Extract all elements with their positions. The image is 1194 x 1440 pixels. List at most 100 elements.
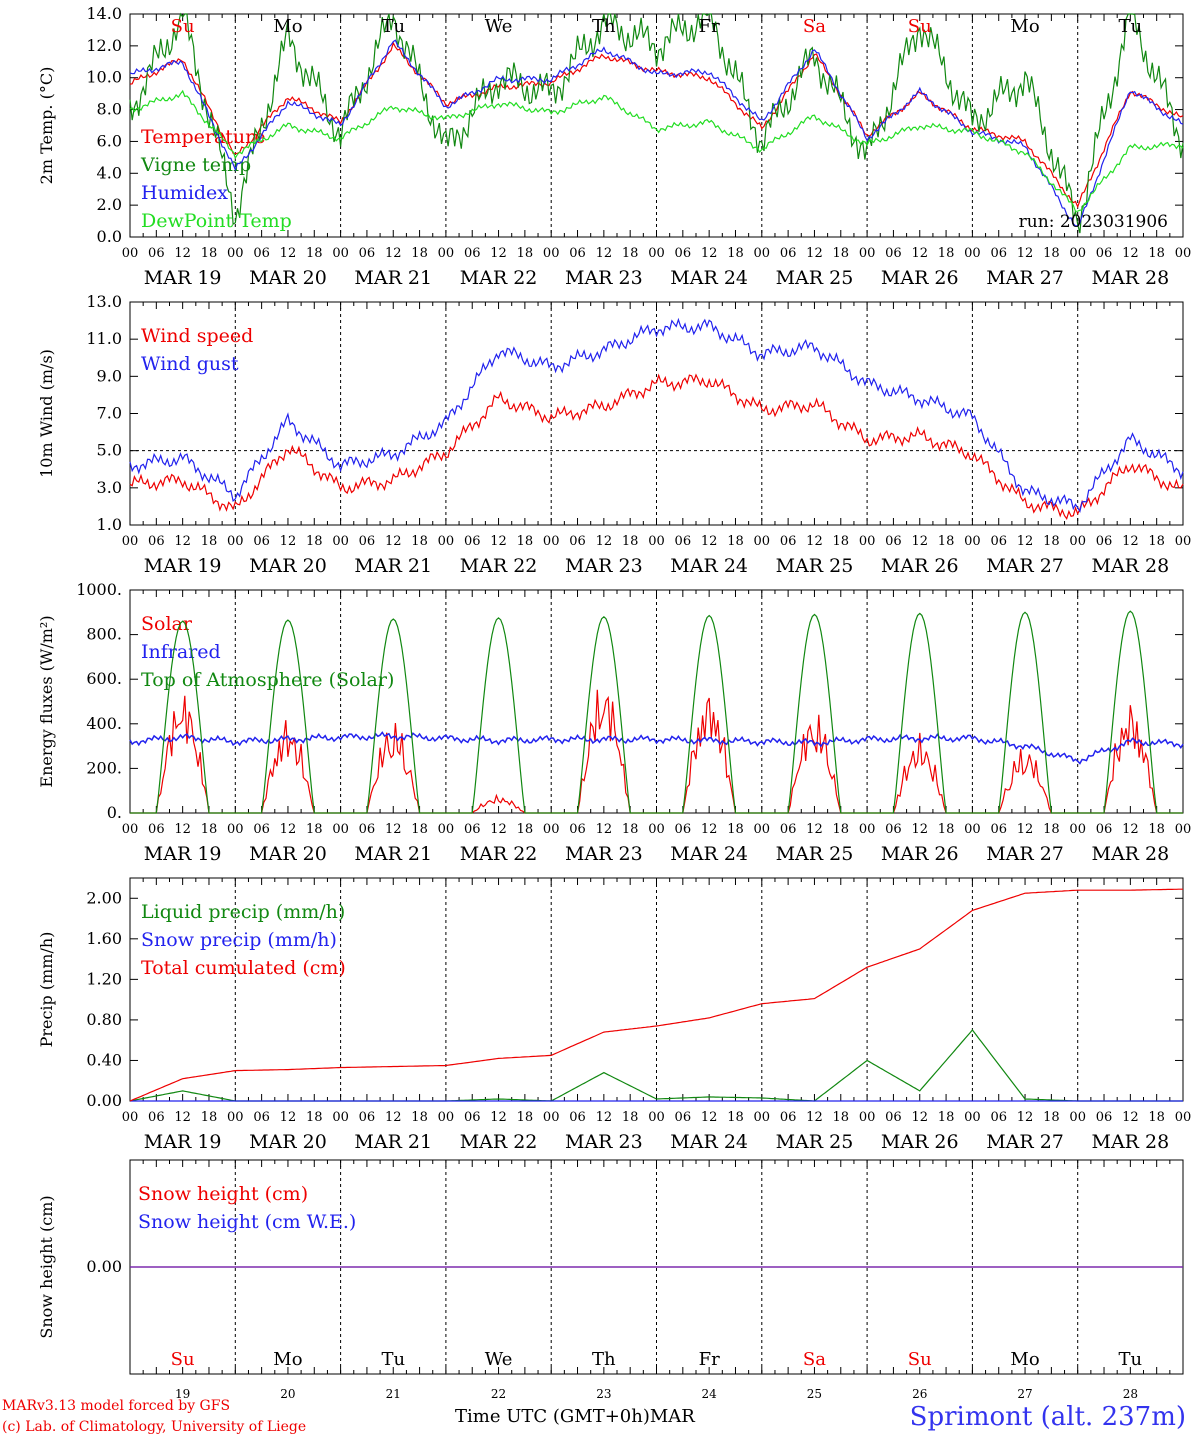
hour-label: 12 bbox=[280, 1110, 297, 1125]
hour-label: 18 bbox=[306, 822, 323, 837]
hour-label: 18 bbox=[1148, 534, 1165, 549]
date-label: MAR 26 bbox=[881, 555, 959, 577]
y-tick-label: 13.0 bbox=[86, 292, 122, 311]
date-label: MAR 25 bbox=[776, 843, 854, 865]
hour-label: 12 bbox=[1122, 534, 1139, 549]
hour-label: 18 bbox=[1148, 246, 1165, 261]
hour-label: 06 bbox=[253, 534, 270, 549]
hour-label: 06 bbox=[569, 822, 586, 837]
hour-label: 06 bbox=[780, 1110, 797, 1125]
hour-label: 06 bbox=[359, 246, 376, 261]
hour-label: 00 bbox=[438, 822, 455, 837]
legend-entry: Temperature bbox=[141, 126, 265, 148]
hour-label: 00 bbox=[648, 822, 665, 837]
hour-label: 06 bbox=[885, 822, 902, 837]
date-label: MAR 22 bbox=[460, 843, 538, 865]
date-label: MAR 25 bbox=[776, 1131, 854, 1153]
model-credit: MARv3.13 model forced by GFS bbox=[2, 1398, 231, 1414]
hour-label: 18 bbox=[517, 822, 534, 837]
date-label: MAR 24 bbox=[670, 843, 748, 865]
hour-label: 18 bbox=[1043, 822, 1060, 837]
hour-label: 06 bbox=[148, 246, 165, 261]
hour-label: 18 bbox=[938, 1110, 955, 1125]
hour-label: 00 bbox=[648, 246, 665, 261]
hour-label: 00 bbox=[227, 246, 244, 261]
hour-label: 12 bbox=[911, 1110, 928, 1125]
hour-label: 06 bbox=[359, 822, 376, 837]
legend-entry: Infrared bbox=[141, 641, 221, 663]
hour-label: 00 bbox=[859, 246, 876, 261]
y-axis-label: Snow height (cm) bbox=[37, 1195, 56, 1338]
hour-label: 12 bbox=[490, 822, 507, 837]
hour-label: 00 bbox=[754, 246, 771, 261]
hour-label: 12 bbox=[911, 246, 928, 261]
weekday-label: Su bbox=[171, 16, 195, 37]
hour-label: 00 bbox=[543, 1110, 560, 1125]
series-line-temperature bbox=[129, 41, 1184, 209]
y-axis-label: Energy fluxes (W/m²) bbox=[37, 615, 56, 787]
weekday-label: Sa bbox=[803, 16, 826, 37]
hour-label: 00 bbox=[332, 1110, 349, 1125]
hour-label: 06 bbox=[464, 822, 481, 837]
hour-label: 06 bbox=[780, 246, 797, 261]
hour-label: 06 bbox=[990, 822, 1007, 837]
hour-label: 18 bbox=[306, 246, 323, 261]
hour-label: 06 bbox=[569, 1110, 586, 1125]
hour-label: 12 bbox=[174, 822, 191, 837]
legend-entry: DewPoint Temp bbox=[141, 210, 292, 232]
hour-label: 00 bbox=[332, 822, 349, 837]
weekday-label: Tu bbox=[381, 1349, 405, 1370]
date-label: MAR 20 bbox=[249, 267, 327, 289]
hour-label: 06 bbox=[253, 822, 270, 837]
date-label: MAR 21 bbox=[354, 267, 432, 289]
hour-label: 00 bbox=[1175, 822, 1192, 837]
hour-label: 06 bbox=[1096, 534, 1113, 549]
y-tick-label: 1.60 bbox=[86, 929, 122, 948]
hour-label: 00 bbox=[227, 1110, 244, 1125]
date-label: MAR 27 bbox=[986, 1131, 1064, 1153]
day-number: 24 bbox=[702, 1387, 718, 1401]
day-number: 26 bbox=[912, 1387, 927, 1401]
hour-label: 00 bbox=[964, 822, 981, 837]
weekday-label: Th bbox=[592, 16, 616, 37]
date-label: MAR 19 bbox=[144, 1131, 222, 1153]
hour-label: 00 bbox=[754, 822, 771, 837]
y-axis-label: 10m Wind (m/s) bbox=[37, 349, 56, 478]
hour-label: 12 bbox=[596, 822, 613, 837]
weekday-label: We bbox=[485, 16, 513, 37]
y-tick-label: 2.0 bbox=[97, 195, 122, 214]
date-label: MAR 27 bbox=[986, 843, 1064, 865]
hour-label: 00 bbox=[122, 534, 139, 549]
date-label: MAR 28 bbox=[1091, 267, 1169, 289]
weekday-label: Tu bbox=[1119, 16, 1143, 37]
hour-label: 12 bbox=[701, 246, 718, 261]
panel-frame bbox=[129, 13, 1184, 238]
hour-label: 18 bbox=[306, 1110, 323, 1125]
date-label: MAR 19 bbox=[144, 267, 222, 289]
hour-label: 00 bbox=[964, 1110, 981, 1125]
hour-label: 12 bbox=[174, 534, 191, 549]
y-tick-label: 3.0 bbox=[97, 478, 122, 497]
y-tick-label: 4.0 bbox=[97, 163, 122, 182]
hour-label: 00 bbox=[1069, 534, 1086, 549]
panel-1: 2m Temp. (°C) 0.0 2.0 4.0 6.0 8.0 10.0 12.0 14.0… bbox=[37, 4, 1191, 289]
date-label: MAR 21 bbox=[354, 1131, 432, 1153]
day-number: 27 bbox=[1017, 1387, 1032, 1401]
hour-label: 12 bbox=[806, 534, 823, 549]
hour-label: 18 bbox=[833, 822, 850, 837]
y-tick-label: 8.0 bbox=[97, 100, 122, 119]
hour-label: 00 bbox=[859, 1110, 876, 1125]
weekday-label: We bbox=[485, 1349, 513, 1370]
date-label: MAR 26 bbox=[881, 267, 959, 289]
y-tick-label: 1000. bbox=[76, 580, 122, 599]
hour-label: 12 bbox=[911, 822, 928, 837]
date-label: MAR 28 bbox=[1091, 555, 1169, 577]
y-axis-label: 2m Temp. (°C) bbox=[37, 67, 56, 185]
weekday-label: Tu bbox=[381, 16, 405, 37]
hour-label: 18 bbox=[622, 822, 639, 837]
hour-label: 06 bbox=[569, 534, 586, 549]
hour-label: 00 bbox=[543, 246, 560, 261]
day-number: 23 bbox=[596, 1387, 611, 1401]
weekday-label: Fr bbox=[699, 16, 720, 37]
panel-3: Energy fluxes (W/m²) 0. 200. 400. 600. 800. 10… bbox=[37, 580, 1191, 865]
